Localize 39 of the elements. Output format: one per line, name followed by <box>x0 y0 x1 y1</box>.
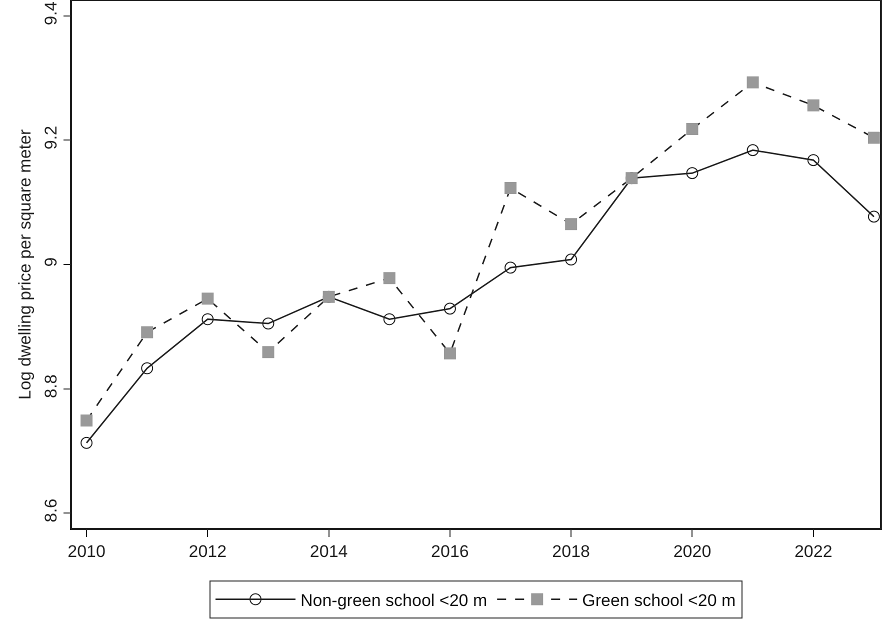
x-tick-label: 2012 <box>188 542 227 562</box>
point <box>262 346 274 358</box>
point <box>141 362 154 374</box>
point <box>868 210 880 223</box>
point <box>807 99 820 112</box>
point <box>504 182 517 194</box>
x-tick-label: 2018 <box>552 542 590 562</box>
legend-label: Green school <20 m <box>582 590 736 610</box>
point <box>686 167 698 180</box>
point <box>807 154 820 166</box>
point <box>746 76 759 88</box>
point <box>202 313 214 326</box>
point <box>444 347 456 360</box>
x-tick-label: 2020 <box>673 542 712 562</box>
point <box>565 254 578 266</box>
point <box>202 292 214 305</box>
y-tick-label: 8.6 <box>41 498 60 522</box>
x-tick-label: 2014 <box>310 542 348 562</box>
point <box>262 318 274 330</box>
point <box>444 302 456 315</box>
point <box>383 272 396 284</box>
y-axis-title: Log dwelling price per square meter <box>16 129 34 400</box>
point <box>80 436 93 449</box>
point <box>383 313 396 326</box>
point <box>565 218 578 230</box>
y-tick-label: 9 <box>41 257 60 267</box>
point <box>504 262 517 274</box>
x-tick-label: 2022 <box>794 542 832 562</box>
point <box>141 326 154 338</box>
point <box>868 132 880 144</box>
legend-label: Non-green school <20 m <box>300 590 488 610</box>
point <box>746 144 759 156</box>
y-tick-label: 9.2 <box>41 126 60 150</box>
point <box>686 123 698 136</box>
point <box>80 414 93 426</box>
y-tick-label: 9.4 <box>41 2 60 26</box>
x-tick-label: 2010 <box>68 542 106 562</box>
y-tick-label: 8.8 <box>41 374 60 398</box>
x-tick-label: 2016 <box>431 542 469 562</box>
